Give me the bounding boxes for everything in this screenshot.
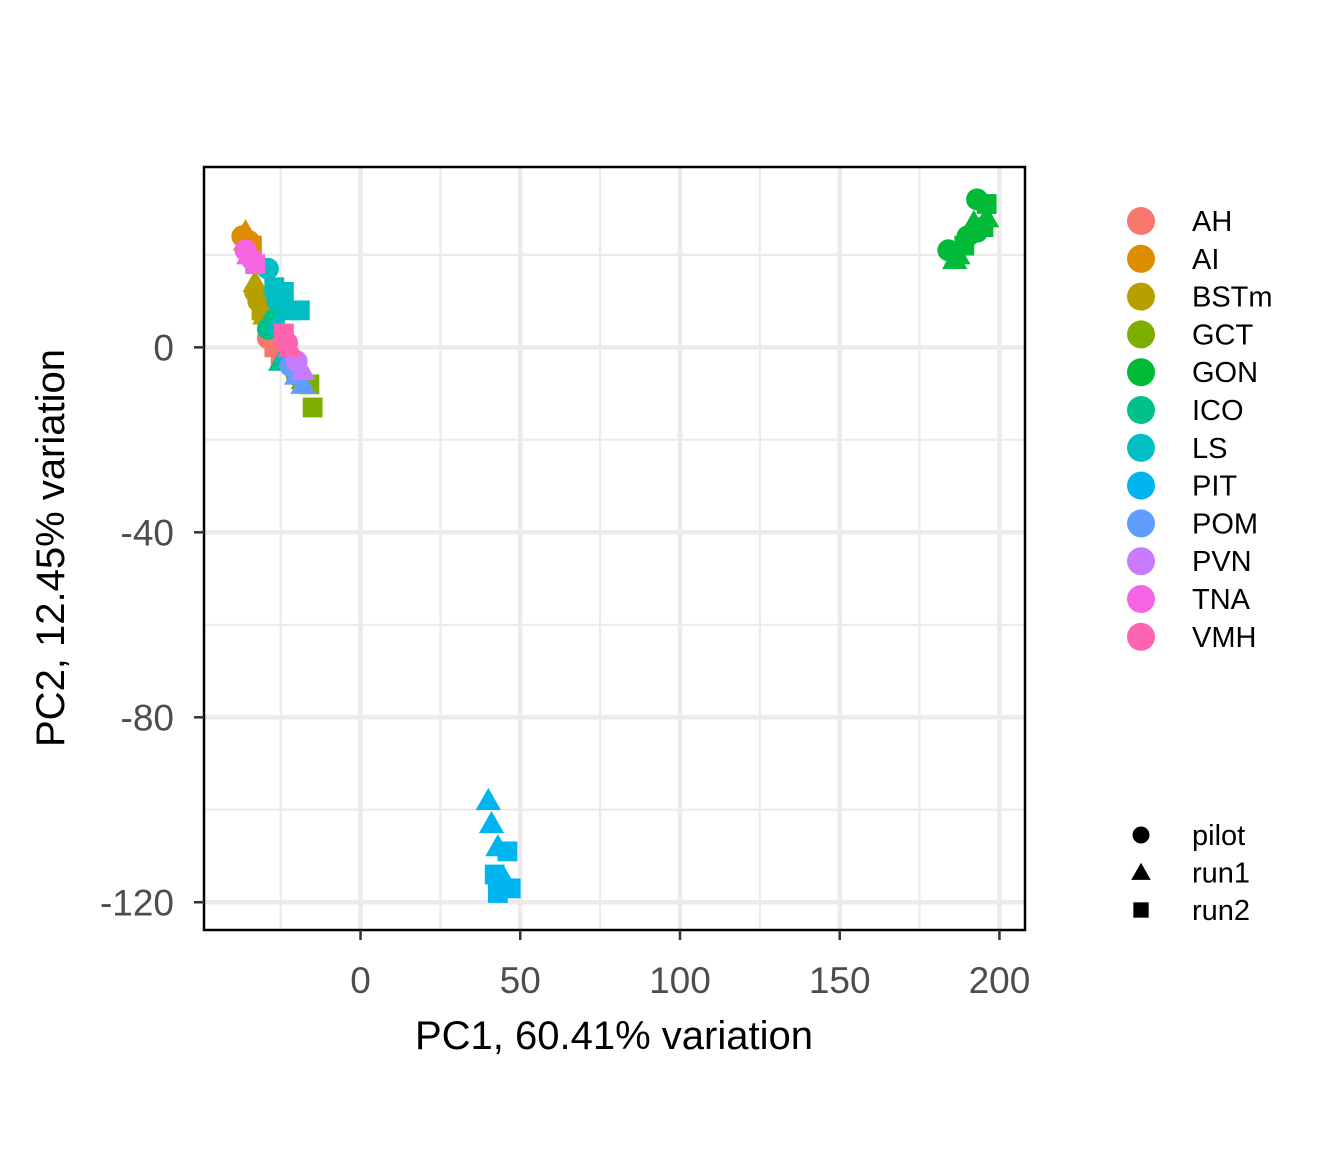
x-axis-title: PC1, 60.41% variation — [415, 1014, 813, 1058]
legend-label: ICO — [1192, 395, 1244, 427]
legend-swatch — [1127, 207, 1155, 235]
axis-ticks: 0 50 100 150 200 0 -40 -80 -120 — [100, 327, 1030, 1001]
y-tick-label: -80 — [121, 697, 174, 738]
legend-label: TNA — [1192, 584, 1251, 616]
legend-swatch — [1127, 282, 1155, 311]
legend-shape — [1132, 826, 1150, 844]
legend-swatch — [1127, 358, 1155, 387]
x-tick-label: 200 — [969, 960, 1031, 1001]
series-gon — [937, 188, 1000, 269]
data-points — [231, 188, 1000, 903]
legend-label: PIT — [1192, 471, 1237, 503]
legend-swatch — [1127, 622, 1155, 651]
data-point — [289, 300, 310, 321]
x-tick-label: 50 — [500, 960, 541, 1001]
legend-swatch — [1127, 433, 1155, 462]
data-point — [236, 242, 262, 265]
series-tna — [234, 239, 266, 275]
legend-swatch — [1127, 320, 1155, 349]
legend-label: run2 — [1192, 895, 1250, 927]
data-point — [487, 883, 508, 903]
data-point — [266, 290, 289, 313]
legend-label: LS — [1192, 433, 1227, 465]
data-point — [497, 841, 518, 862]
data-point — [966, 220, 989, 243]
plot-background — [204, 167, 1025, 930]
legend-label: PVN — [1192, 546, 1252, 578]
data-point — [475, 787, 501, 811]
data-point — [478, 810, 505, 834]
legend-swatch — [1127, 396, 1155, 424]
data-point — [302, 397, 323, 418]
legend-shape — [1131, 862, 1151, 880]
x-tick-label: 150 — [809, 960, 871, 1001]
y-axis-title: PC2, 12.45% variation — [29, 349, 73, 747]
legend-label: pilot — [1192, 820, 1245, 852]
y-tick-label: -40 — [121, 512, 174, 553]
data-point — [954, 235, 975, 256]
legend-swatch — [1127, 471, 1155, 500]
data-point — [976, 194, 997, 214]
gridlines — [204, 167, 1025, 930]
series-pit — [475, 787, 521, 903]
series-vmh — [273, 323, 303, 357]
legend-swatch — [1127, 547, 1155, 576]
legend-swatch — [1127, 509, 1155, 538]
legend-label: BSTm — [1192, 282, 1273, 314]
legend-label: GCT — [1192, 319, 1254, 351]
legend-label: VMH — [1192, 622, 1256, 654]
legend-swatch — [1127, 585, 1155, 613]
data-point — [276, 331, 299, 354]
legend-swatch — [1127, 244, 1155, 273]
legend-label: AH — [1192, 206, 1232, 238]
y-tick-label: -120 — [100, 882, 174, 923]
legend-label: GON — [1192, 357, 1258, 389]
data-point — [942, 246, 968, 269]
data-point — [290, 357, 316, 380]
legend-label: AI — [1192, 244, 1219, 276]
legend-shape — [1133, 902, 1149, 918]
plot-border — [202, 165, 1027, 932]
data-point — [290, 371, 316, 394]
x-tick-label: 100 — [649, 960, 711, 1001]
legend-label: POM — [1192, 508, 1258, 540]
x-tick-label: 0 — [350, 960, 371, 1001]
y-tick-label: 0 — [153, 327, 174, 368]
legend: AH AI BSTm GCT GON ICO LS PIT POM PVN TNA VMH pilot r… — [1127, 206, 1273, 927]
legend-label: run1 — [1192, 858, 1250, 890]
